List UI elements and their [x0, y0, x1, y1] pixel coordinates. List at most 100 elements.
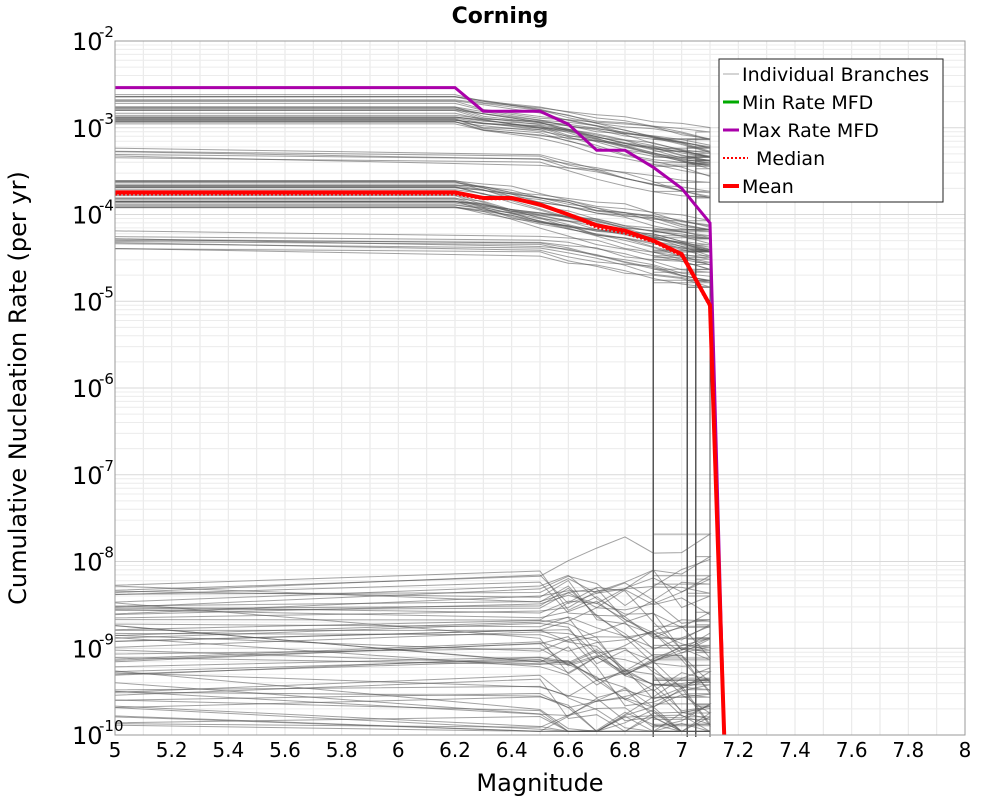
y-tick-exponent: -4 — [99, 197, 114, 215]
branch-line — [114, 631, 711, 737]
y-tick-labels: 10-210-310-410-510-610-710-810-910-10 — [72, 23, 124, 750]
branch-line — [115, 118, 711, 737]
x-tick-label: 6.2 — [439, 738, 471, 762]
y-tick-label: 10 — [72, 28, 103, 56]
x-tick-label: 7.8 — [892, 738, 924, 762]
branch-line — [114, 690, 712, 737]
x-tick-label: 7 — [675, 738, 688, 762]
x-tick-label: 5.4 — [212, 738, 244, 762]
y-tick-exponent: -6 — [99, 370, 114, 388]
legend-label: Mean — [742, 176, 794, 198]
legend-label: Median — [756, 148, 825, 170]
y-tick-exponent: -5 — [99, 283, 114, 301]
y-tick-label: 10 — [72, 462, 103, 490]
branch-line — [114, 556, 712, 737]
y-tick-exponent: -10 — [99, 717, 124, 735]
y-tick-label: 10 — [72, 549, 103, 577]
x-tick-label: 5.6 — [269, 738, 301, 762]
branch-line — [115, 99, 711, 737]
y-tick-label: 10 — [72, 722, 103, 750]
branch-line — [114, 575, 712, 737]
x-tick-label: 7.6 — [836, 738, 868, 762]
branch-line — [114, 238, 711, 737]
branch-line — [114, 587, 711, 737]
branch-line — [114, 570, 712, 737]
branch-line — [114, 242, 711, 737]
legend-label: Min Rate MFD — [742, 92, 873, 114]
branch-line — [114, 589, 711, 737]
y-tick-exponent: -2 — [99, 23, 114, 41]
branch-line — [114, 619, 711, 737]
branch-line — [114, 569, 711, 737]
branch-line — [114, 155, 711, 737]
legend-label: Max Rate MFD — [742, 120, 879, 142]
y-tick-label: 10 — [72, 202, 103, 230]
y-tick-label: 10 — [72, 635, 103, 663]
x-tick-label: 7.2 — [722, 738, 754, 762]
branch-line — [114, 699, 711, 737]
branch-line — [114, 694, 711, 737]
series-lines — [115, 86, 727, 736]
x-tick-label: 6 — [392, 738, 405, 762]
branch-line — [115, 106, 711, 737]
branch-line — [114, 637, 711, 737]
branch-line — [115, 96, 711, 737]
branch-line — [114, 636, 711, 737]
y-tick-exponent: -7 — [99, 457, 114, 475]
branch-line — [114, 579, 711, 737]
branch-line — [115, 121, 711, 737]
branch-line — [114, 236, 711, 737]
legend-box — [718, 58, 944, 203]
branch-line — [115, 121, 711, 737]
branch-line — [114, 671, 712, 737]
y-tick-exponent: -8 — [99, 544, 114, 562]
branch-line — [114, 574, 711, 737]
branch-line — [115, 182, 711, 737]
branch-line — [115, 96, 711, 737]
individual-branches — [114, 94, 712, 737]
branch-line — [114, 585, 711, 737]
branch-line — [114, 674, 711, 737]
branch-line — [115, 117, 711, 737]
branch-line — [114, 648, 711, 737]
x-tick-label: 6.8 — [609, 738, 641, 762]
branch-line — [114, 157, 711, 737]
branch-line — [115, 116, 711, 737]
x-tick-label: 6.6 — [552, 738, 584, 762]
branch-line — [115, 119, 711, 737]
legend: Individual Branches Min Rate MFD Max Rate … — [718, 58, 944, 203]
branch-line — [114, 625, 711, 737]
y-tick-exponent: -3 — [99, 110, 114, 128]
x-tick-label: 5.8 — [326, 738, 358, 762]
x-tick-label: 6.4 — [496, 738, 528, 762]
plot-frame — [114, 40, 966, 736]
y-tick-exponent: -9 — [99, 630, 114, 648]
x-tick-label: 8 — [959, 738, 972, 762]
branch-line — [114, 649, 711, 737]
branch-line — [114, 670, 711, 737]
branch-line — [114, 646, 711, 737]
series-mean — [115, 190, 727, 736]
branch-line — [115, 186, 711, 737]
branch-line — [114, 558, 711, 737]
y-axis-label: Cumulative Nucleation Rate (per yr) — [4, 171, 32, 605]
branch-line — [114, 619, 711, 737]
branch-line — [114, 656, 710, 737]
legend-label: Individual Branches — [742, 64, 929, 86]
branch-line — [114, 577, 711, 737]
x-axis-label: Magnitude — [476, 769, 603, 797]
branch-line — [114, 632, 711, 737]
branch-line — [115, 107, 711, 737]
branch-line — [114, 630, 711, 737]
branch-line — [114, 688, 711, 737]
branch-line — [114, 533, 712, 737]
x-tick-label: 7.4 — [779, 738, 811, 762]
y-tick-label: 10 — [72, 288, 103, 316]
branch-line — [114, 575, 711, 737]
x-tick-labels: 5 5.2 5.4 5.6 5.8 6 6.2 6.4 6.6 6.8 7 7.2 7.4 7.6 7.8 8 — [109, 738, 972, 762]
branch-line — [114, 243, 711, 737]
y-tick-label: 10 — [72, 375, 103, 403]
branch-line — [114, 622, 711, 737]
x-tick-label: 5 — [109, 738, 122, 762]
